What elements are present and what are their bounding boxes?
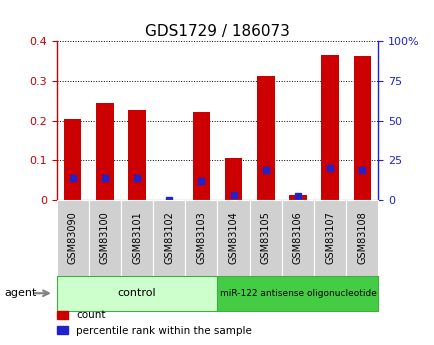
Bar	[321, 55, 338, 200]
Text: GSM83107: GSM83107	[325, 211, 334, 265]
Text: agent: agent	[4, 288, 36, 298]
Bar	[64, 119, 81, 200]
Text: GSM83106: GSM83106	[293, 212, 302, 264]
Bar	[256, 76, 274, 200]
Text: GSM83105: GSM83105	[260, 211, 270, 265]
Text: GSM83100: GSM83100	[100, 212, 109, 264]
Text: GSM83101: GSM83101	[132, 212, 141, 264]
Bar	[289, 195, 306, 200]
Bar	[96, 103, 113, 200]
Bar	[353, 57, 370, 200]
Text: control: control	[118, 288, 156, 298]
Text: GSM83104: GSM83104	[228, 212, 238, 264]
Text: GSM83103: GSM83103	[196, 212, 206, 264]
Title: GDS1729 / 186073: GDS1729 / 186073	[145, 24, 289, 39]
Bar	[224, 158, 242, 200]
Text: GSM83090: GSM83090	[68, 212, 77, 264]
Bar	[192, 112, 210, 200]
Text: GSM83108: GSM83108	[357, 212, 366, 264]
Text: GSM83102: GSM83102	[164, 211, 174, 265]
Text: miR-122 antisense oligonucleotide: miR-122 antisense oligonucleotide	[219, 289, 375, 298]
Legend: count, percentile rank within the sample: count, percentile rank within the sample	[53, 306, 256, 340]
Bar	[128, 110, 145, 200]
